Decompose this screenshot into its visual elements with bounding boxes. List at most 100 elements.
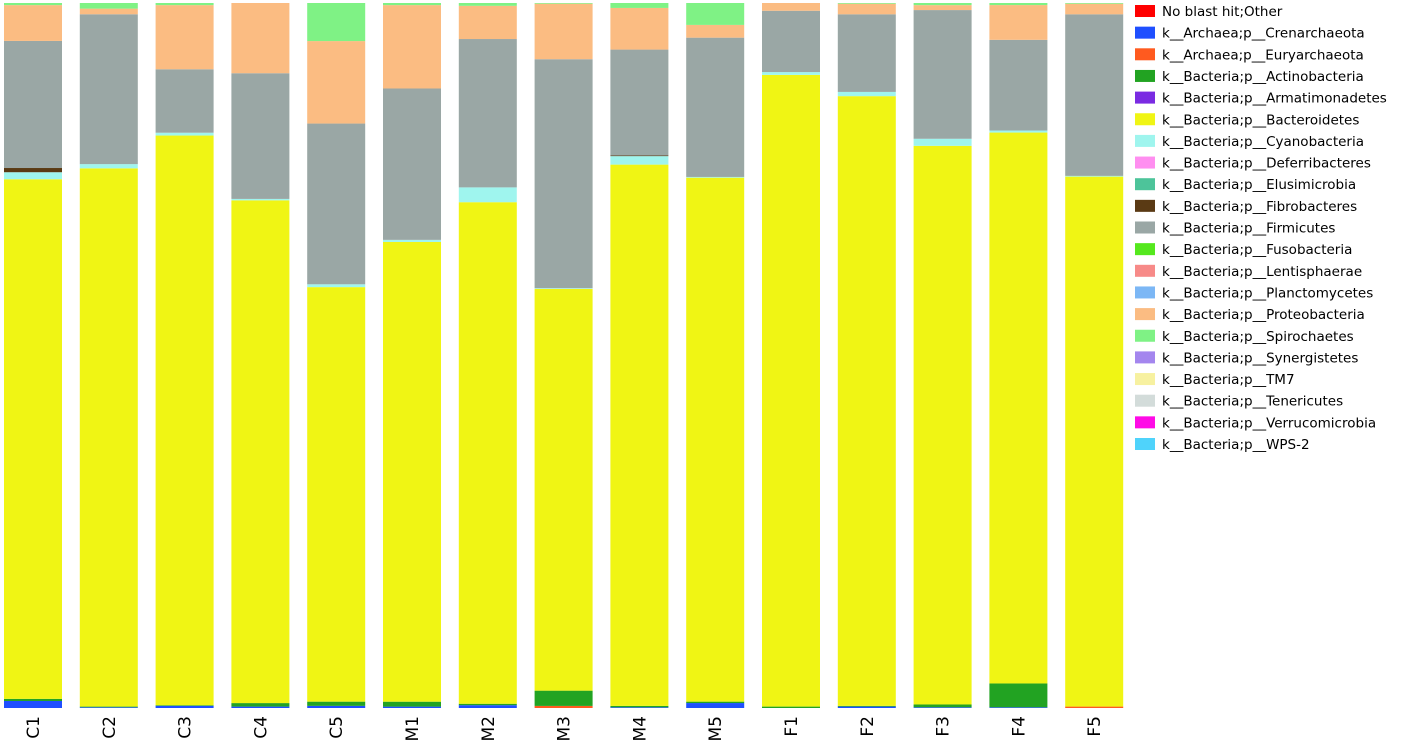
bar-segment-c4-k-archaea-p-crenarchaeota [231, 706, 290, 708]
bar-segment-f1-k-bacteria-p-firmicutes [762, 10, 820, 73]
bar-segment-f4-k-bacteria-p-bacteroidetes [989, 132, 1048, 684]
bar-segment-m1-k-bacteria-p-spirochaetes [383, 3, 441, 6]
bar-segment-m3-k-bacteria-p-actinobacteria [534, 690, 593, 706]
bar-segment-c1-k-bacteria-p-proteobacteria [4, 5, 62, 41]
x-tick-label-f2: F2 [858, 716, 878, 737]
bar-segment-m1-k-archaea-p-crenarchaeota [383, 706, 441, 708]
legend-label-no-blast-hit-other: No blast hit;Other [1162, 4, 1283, 20]
legend-entry-k-archaea-p-euryarchaeota: k__Archaea;p__Euryarchaeota [1135, 47, 1364, 63]
bar-segment-f3-k-bacteria-p-proteobacteria [913, 5, 972, 11]
bar-segment-c4-k-bacteria-p-bacteroidetes [231, 200, 290, 704]
bar-segment-c1-k-bacteria-p-firmicutes [4, 40, 62, 169]
legend-swatch-k-bacteria-p-wps-2 [1135, 438, 1155, 450]
bar-segment-c3-k-bacteria-p-firmicutes [155, 69, 214, 133]
legend-swatch-no-blast-hit-other [1135, 5, 1155, 17]
bar-segment-f3-k-bacteria-p-actinobacteria [913, 704, 972, 708]
x-tick-label-c3: C3 [176, 716, 196, 739]
legend-swatch-k-bacteria-p-firmicutes [1135, 221, 1155, 234]
bar-segment-c2-k-archaea-p-crenarchaeota [79, 707, 138, 708]
legend-label-k-bacteria-p-cyanobacteria: k__Bacteria;p__Cyanobacteria [1162, 134, 1364, 150]
bar-segment-m4-k-bacteria-p-fibrobacteres [610, 155, 669, 157]
bar-segment-f4-k-bacteria-p-spirochaetes [989, 3, 1048, 6]
legend-label-k-bacteria-p-firmicutes: k__Bacteria;p__Firmicutes [1162, 221, 1335, 237]
bar-segment-f1-k-bacteria-p-bacteroidetes [762, 74, 820, 707]
bar-segment-f1-k-bacteria-p-proteobacteria [762, 3, 820, 11]
bar-segment-f4-k-bacteria-p-firmicutes [989, 39, 1048, 131]
legend-label-k-bacteria-p-planctomycetes: k__Bacteria;p__Planctomycetes [1162, 285, 1373, 301]
legend-entry-k-bacteria-p-armatimonadetes: k__Bacteria;p__Armatimonadetes [1135, 91, 1387, 107]
bar-segment-m1-k-bacteria-p-proteobacteria [383, 5, 441, 89]
legend-entry-k-bacteria-p-wps-2: k__Bacteria;p__WPS-2 [1135, 437, 1310, 453]
legend-label-k-archaea-p-crenarchaeota: k__Archaea;p__Crenarchaeota [1162, 26, 1365, 42]
legend-entry-k-bacteria-p-fibrobacteres: k__Bacteria;p__Fibrobacteres [1135, 199, 1357, 215]
bar-segment-m4-k-bacteria-p-firmicutes [610, 49, 669, 156]
bar-segment-m2-k-bacteria-p-firmicutes [458, 39, 517, 188]
x-tick-label-c2: C2 [100, 716, 120, 739]
bar-segment-c5-k-bacteria-p-proteobacteria [307, 41, 366, 124]
bar-segment-f5-k-bacteria-p-bacteroidetes [1065, 176, 1124, 707]
legend-label-k-bacteria-p-elusimicrobia: k__Bacteria;p__Elusimicrobia [1162, 177, 1356, 193]
bar-segment-f2-k-bacteria-p-proteobacteria [837, 3, 896, 15]
bar-segment-c2-k-bacteria-p-spirochaetes [79, 3, 138, 9]
bar-segment-f4-k-bacteria-p-proteobacteria [989, 5, 1048, 40]
legend-entry-k-archaea-p-crenarchaeota: k__Archaea;p__Crenarchaeota [1135, 26, 1365, 42]
bar-segment-c3-k-bacteria-p-actinobacteria [155, 705, 214, 706]
bar-segment-m2-k-bacteria-p-bacteroidetes [458, 202, 517, 704]
legend-label-k-bacteria-p-actinobacteria: k__Bacteria;p__Actinobacteria [1162, 69, 1364, 85]
bar-segment-m4-k-bacteria-p-bacteroidetes [610, 164, 669, 706]
legend-entry-k-bacteria-p-spirochaetes: k__Bacteria;p__Spirochaetes [1135, 329, 1354, 345]
bar-segment-f4-k-bacteria-p-actinobacteria [989, 683, 1048, 708]
bar-segment-f5-k-archaea-p-euryarchaeota [1065, 706, 1124, 708]
legend-swatch-k-bacteria-p-fusobacteria [1135, 243, 1155, 256]
bar-segment-c2-k-bacteria-p-actinobacteria [79, 706, 138, 708]
bar-segment-c1-k-bacteria-p-fibrobacteres [4, 168, 62, 173]
bar-segment-c3-k-bacteria-p-cyanobacteria [155, 132, 214, 136]
bar-segment-m4-k-bacteria-p-cyanobacteria [610, 156, 669, 165]
legend-entry-k-bacteria-p-bacteroidetes: k__Bacteria;p__Bacteroidetes [1135, 112, 1359, 128]
bar-segment-f2-k-bacteria-p-spirochaetes [837, 3, 896, 4]
bars-layer [4, 3, 1124, 708]
x-tick-label-m2: M2 [479, 716, 499, 741]
bar-segment-m1-k-bacteria-p-cyanobacteria [383, 239, 441, 242]
bar-segment-c4-k-bacteria-p-cyanobacteria [231, 198, 290, 201]
legend-entry-k-bacteria-p-actinobacteria: k__Bacteria;p__Actinobacteria [1135, 69, 1364, 85]
legend-swatch-k-bacteria-p-cyanobacteria [1135, 134, 1155, 147]
bar-segment-f5-k-bacteria-p-cyanobacteria [1065, 175, 1124, 177]
legend-label-k-bacteria-p-fibrobacteres: k__Bacteria;p__Fibrobacteres [1162, 199, 1357, 215]
bar-segment-m5-k-archaea-p-crenarchaeota [686, 703, 745, 708]
bar-segment-c5-k-bacteria-p-cyanobacteria [307, 284, 366, 288]
legend-entry-k-bacteria-p-elusimicrobia: k__Bacteria;p__Elusimicrobia [1135, 177, 1356, 193]
legend-swatch-k-bacteria-p-actinobacteria [1135, 69, 1155, 82]
bar-segment-m4-k-archaea-p-crenarchaeota [610, 707, 669, 708]
bar-segment-c3-k-bacteria-p-proteobacteria [155, 5, 214, 70]
legend-entry-no-blast-hit-other: No blast hit;Other [1135, 4, 1283, 20]
bar-segment-m2-k-archaea-p-crenarchaeota [458, 705, 517, 708]
x-tick-label-f4: F4 [1009, 716, 1029, 737]
x-tick-label-c5: C5 [327, 716, 347, 739]
x-tick-label-c1: C1 [24, 716, 44, 739]
legend-entry-k-bacteria-p-deferribacteres: k__Bacteria;p__Deferribacteres [1135, 156, 1371, 172]
bar-segment-c1-k-bacteria-p-actinobacteria [4, 698, 62, 701]
bar-segment-c2-k-bacteria-p-cyanobacteria [79, 164, 138, 169]
legend-swatch-k-bacteria-p-bacteroidetes [1135, 113, 1155, 126]
bar-segment-m5-k-bacteria-p-cyanobacteria [686, 176, 745, 178]
x-tick-label-f1: F1 [782, 716, 802, 737]
legend-label-k-bacteria-p-spirochaetes: k__Bacteria;p__Spirochaetes [1162, 329, 1354, 345]
bar-segment-m5-k-bacteria-p-spirochaetes [686, 3, 745, 25]
bar-segment-f4-k-archaea-p-crenarchaeota [989, 707, 1048, 708]
legend-entry-k-bacteria-p-cyanobacteria: k__Bacteria;p__Cyanobacteria [1135, 134, 1364, 150]
legend-swatch-k-archaea-p-euryarchaeota [1135, 48, 1155, 61]
bar-segment-f2-k-bacteria-p-firmicutes [837, 14, 896, 92]
bar-segment-f5-k-bacteria-p-firmicutes [1065, 14, 1124, 176]
bar-segment-c5-k-bacteria-p-actinobacteria [307, 701, 366, 706]
bar-segment-m1-k-bacteria-p-actinobacteria [383, 701, 441, 707]
bar-segment-m2-k-bacteria-p-actinobacteria [458, 703, 517, 706]
legend-entry-k-bacteria-p-lentisphaerae: k__Bacteria;p__Lentisphaerae [1135, 264, 1362, 280]
bar-segment-f3-k-bacteria-p-firmicutes [913, 10, 972, 139]
legend-swatch-k-bacteria-p-synergistetes [1135, 351, 1155, 364]
legend-swatch-k-bacteria-p-verrucomicrobia [1135, 416, 1155, 429]
bar-segment-m3-k-bacteria-p-cyanobacteria [534, 288, 593, 289]
x-tick-label-f5: F5 [1085, 716, 1105, 737]
legend-swatch-k-bacteria-p-planctomycetes [1135, 286, 1155, 299]
